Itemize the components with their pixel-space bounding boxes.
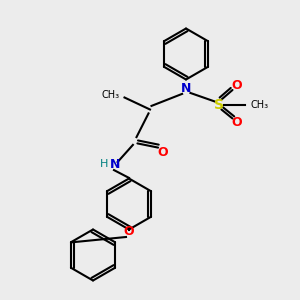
Text: O: O	[124, 225, 134, 239]
Text: O: O	[232, 79, 242, 92]
Text: H: H	[100, 159, 108, 170]
Text: CH₃: CH₃	[102, 90, 120, 100]
Text: S: S	[214, 98, 224, 112]
Text: O: O	[158, 146, 168, 159]
Text: N: N	[181, 82, 191, 95]
Text: N: N	[110, 158, 120, 172]
Text: O: O	[232, 116, 242, 130]
Text: CH₃: CH₃	[250, 100, 268, 110]
